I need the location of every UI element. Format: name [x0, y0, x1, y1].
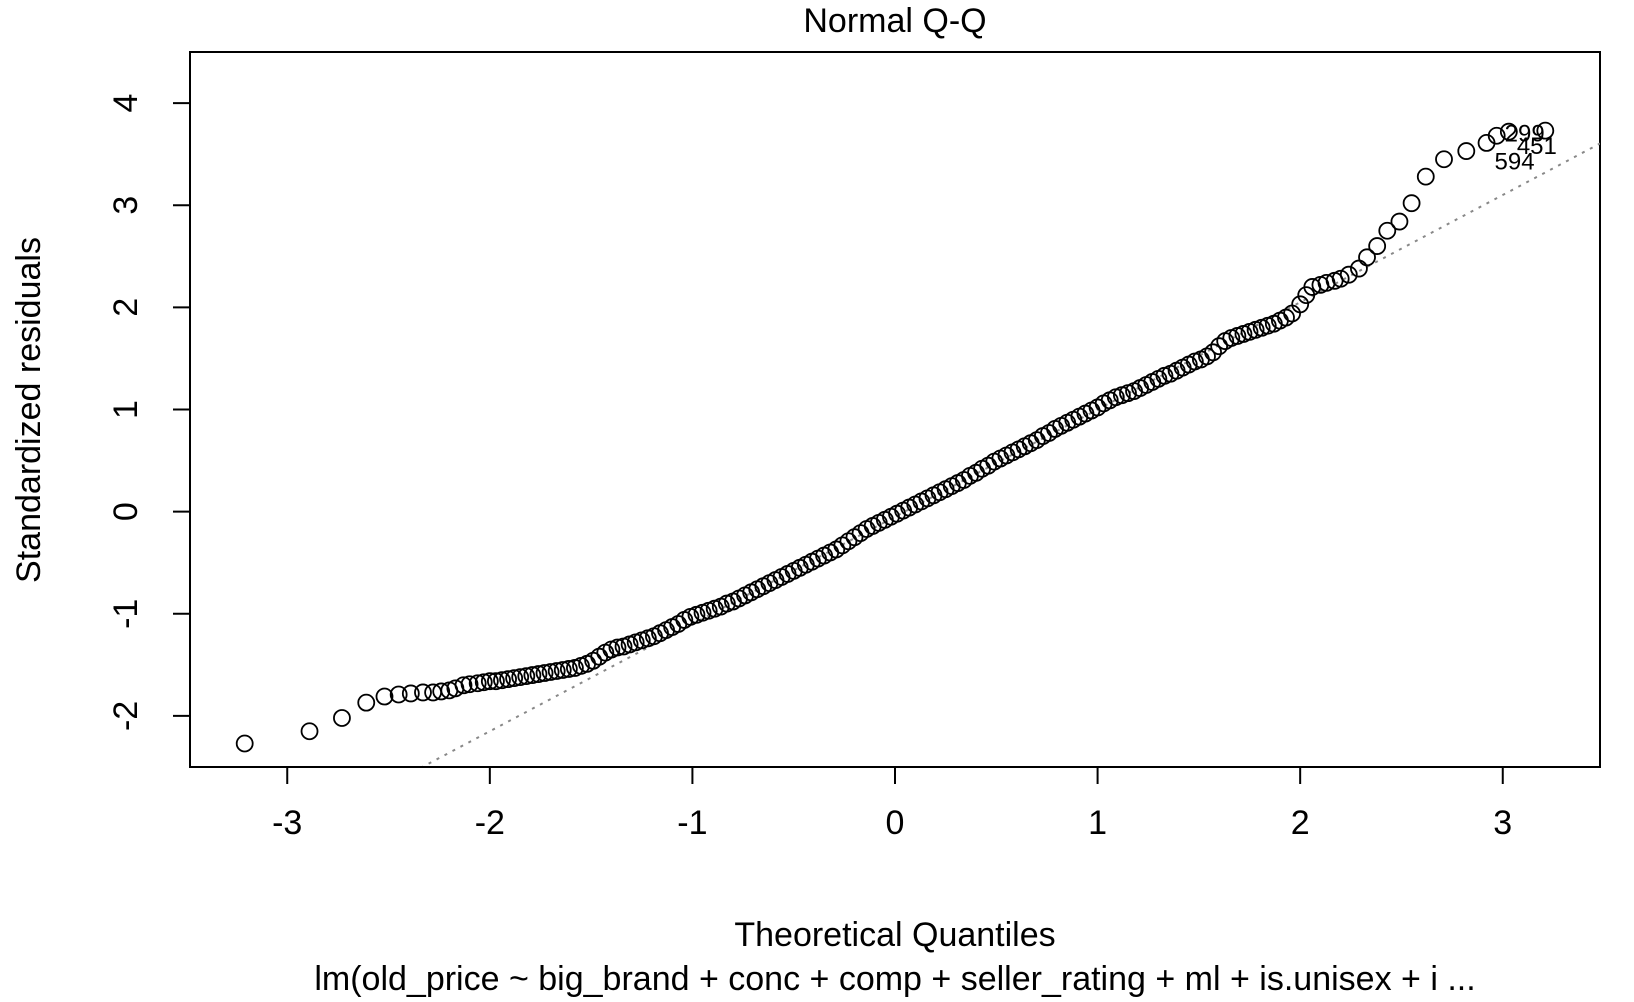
data-point — [1368, 237, 1387, 255]
data-point — [523, 666, 542, 684]
data-point — [474, 673, 493, 692]
data-point — [1499, 122, 1518, 141]
outlier-label: 594 — [1495, 148, 1535, 175]
data-point — [1536, 121, 1555, 140]
data-point — [401, 684, 420, 703]
data-point — [1204, 343, 1222, 362]
data-point — [547, 662, 566, 680]
data-point — [460, 675, 479, 694]
data-point — [333, 709, 351, 727]
data-point — [541, 663, 560, 681]
x-tick-label: 3 — [1493, 804, 1512, 842]
x-tick-label: 0 — [886, 804, 905, 842]
data-point — [468, 674, 487, 693]
data-point — [1402, 194, 1421, 213]
plot-frame — [189, 51, 1601, 768]
x-tick-label: -1 — [677, 804, 707, 842]
y-tick-label: -1 — [107, 599, 145, 629]
y-tick-label: 1 — [107, 400, 145, 419]
data-point — [300, 722, 319, 741]
y-tick-label: 2 — [107, 298, 145, 317]
chart-title: Normal Q-Q — [803, 2, 986, 40]
model-formula: lm(old_price ~ big_brand + conc + comp +… — [314, 960, 1475, 998]
data-point — [414, 683, 432, 702]
data-point — [480, 672, 499, 691]
data-point — [529, 665, 548, 683]
x-axis-label: Theoretical Quantiles — [734, 916, 1055, 954]
data-point — [357, 693, 376, 712]
data-point — [511, 668, 530, 687]
data-point — [493, 671, 511, 690]
data-points — [235, 121, 1555, 753]
data-point — [517, 667, 536, 685]
data-point — [375, 687, 394, 706]
x-tick-label: -3 — [272, 804, 302, 842]
y-axis-label: Standardized residuals — [10, 237, 48, 583]
data-point — [389, 685, 408, 704]
data-point — [1390, 212, 1409, 231]
data-point — [608, 638, 627, 657]
data-point — [535, 664, 554, 682]
x-axis: -3 -2 -1 0 1 2 3 — [272, 766, 1512, 842]
data-point — [559, 660, 578, 678]
data-point — [1339, 265, 1358, 284]
y-tick-label: 4 — [107, 94, 145, 113]
data-point — [487, 672, 505, 691]
data-point — [1291, 295, 1310, 314]
y-tick-label: 0 — [107, 502, 145, 521]
data-point — [505, 669, 524, 688]
data-point — [1358, 248, 1376, 267]
data-point — [1416, 167, 1435, 186]
data-point — [1378, 221, 1397, 240]
outlier-label: 451 — [1517, 133, 1557, 160]
x-tick-label: 1 — [1088, 804, 1107, 842]
data-point — [499, 670, 517, 689]
data-point — [432, 682, 451, 701]
outlier-label: 299 — [1505, 121, 1545, 148]
data-point — [1331, 269, 1350, 288]
y-tick-label: -2 — [107, 701, 145, 731]
data-point — [1210, 337, 1229, 356]
data-point — [1487, 126, 1506, 145]
data-point — [553, 661, 572, 679]
data-point — [454, 676, 473, 695]
y-tick-label: 3 — [107, 196, 145, 215]
data-point — [235, 734, 254, 753]
data-point — [1457, 142, 1476, 160]
x-tick-label: 2 — [1291, 804, 1310, 842]
y-axis: -2 -1 0 1 2 3 4 — [107, 94, 191, 731]
data-point — [1435, 150, 1453, 169]
x-tick-label: -2 — [475, 804, 505, 842]
